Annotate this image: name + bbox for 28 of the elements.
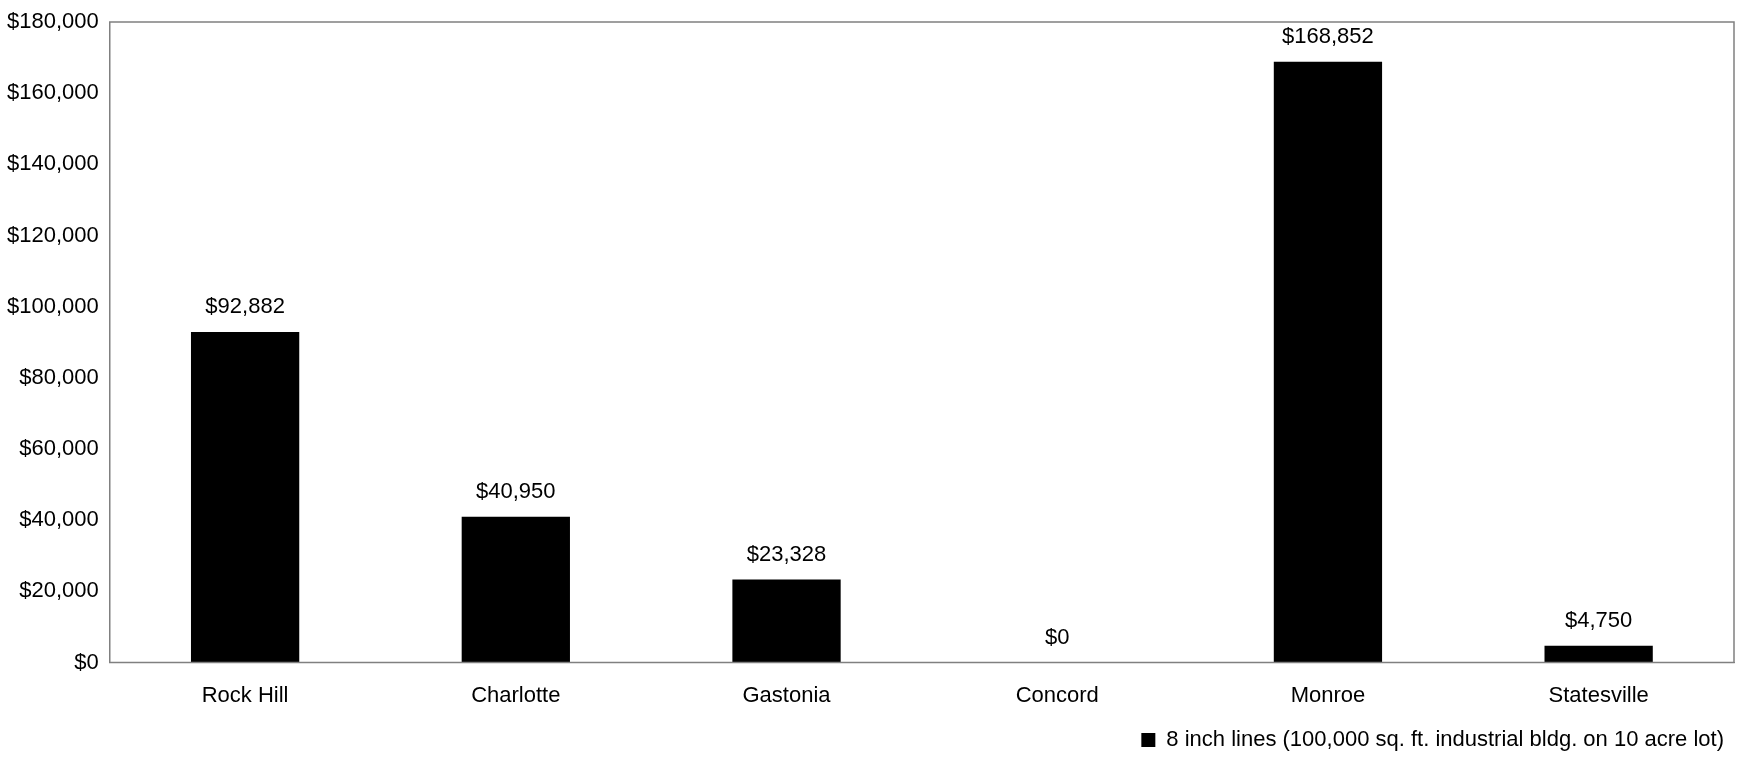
bar <box>1544 645 1653 663</box>
data-label: $4,750 <box>1565 606 1633 632</box>
data-label: $23,328 <box>746 540 827 566</box>
y-tick-label: $80,000 <box>19 363 99 389</box>
y-tick-label: $0 <box>74 648 99 674</box>
y-tick-label: $40,000 <box>19 506 99 532</box>
y-tick-label: $120,000 <box>6 221 99 247</box>
data-label: $40,950 <box>476 477 556 503</box>
bar <box>732 579 841 663</box>
x-tick-label: Statesville <box>1548 681 1649 707</box>
y-tick-label: $60,000 <box>19 435 99 461</box>
data-label: $92,882 <box>205 293 285 319</box>
y-tick-label: $180,000 <box>6 8 99 34</box>
y-tick-label: $100,000 <box>6 292 99 318</box>
x-tick-label: Gastonia <box>742 681 832 707</box>
x-tick-label: Charlotte <box>471 681 561 707</box>
y-tick-label: $140,000 <box>6 150 99 176</box>
bar <box>461 516 570 663</box>
x-tick-label: Monroe <box>1290 681 1366 707</box>
x-tick-label: Rock Hill <box>201 681 289 707</box>
bar <box>190 332 300 663</box>
data-label: $0 <box>1044 623 1070 649</box>
bar <box>1273 61 1383 663</box>
data-label: $168,852 <box>1282 22 1374 48</box>
legend-label: 8 inch lines (100,000 sq. ft. industrial bldg. on 10 acre lot) <box>1166 726 1725 752</box>
y-tick-label: $20,000 <box>19 577 99 603</box>
y-tick-label: $160,000 <box>6 79 99 105</box>
x-tick-label: Concord <box>1015 681 1099 707</box>
